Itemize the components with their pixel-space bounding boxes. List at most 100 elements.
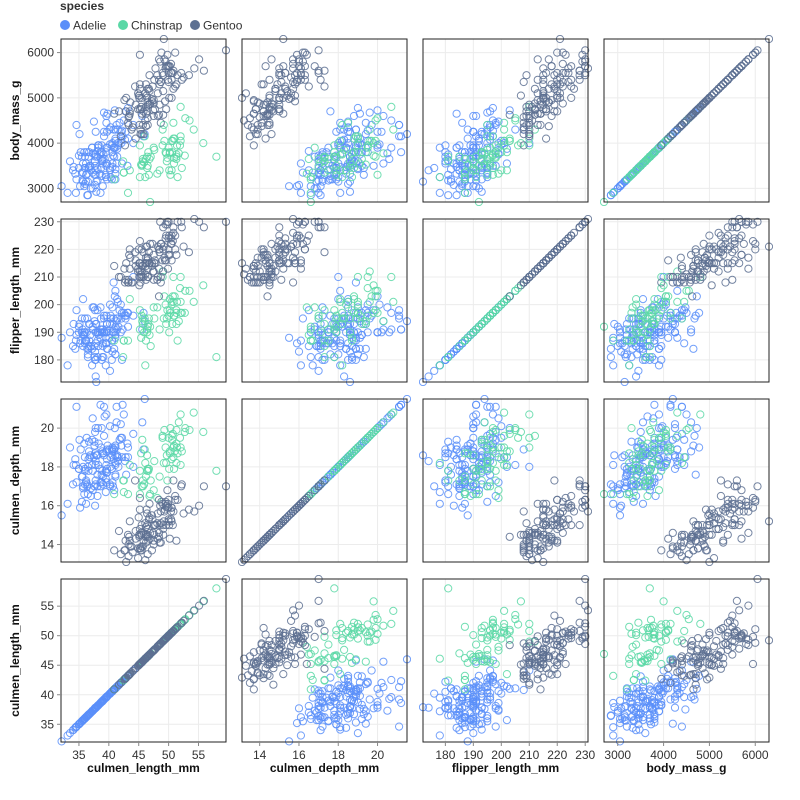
data-point xyxy=(135,505,144,514)
data-point xyxy=(441,355,450,364)
data-point xyxy=(575,476,584,485)
data-point xyxy=(88,414,97,423)
data-point xyxy=(345,127,355,136)
data-point xyxy=(304,231,313,240)
data-point xyxy=(159,110,168,119)
data-point xyxy=(547,80,556,89)
data-point xyxy=(525,111,534,121)
data-point xyxy=(189,606,198,616)
data-point xyxy=(145,650,154,659)
data-point xyxy=(123,336,133,345)
data-point xyxy=(267,267,276,276)
data-point xyxy=(85,453,94,462)
data-point xyxy=(251,278,260,287)
data-point xyxy=(153,111,162,121)
data-point xyxy=(654,344,664,353)
data-point xyxy=(643,482,652,491)
panel-frame xyxy=(422,218,589,383)
data-point xyxy=(347,630,357,639)
data-point xyxy=(125,295,134,304)
data-point xyxy=(151,64,160,73)
data-point xyxy=(516,139,526,148)
data-point xyxy=(637,160,646,169)
data-point xyxy=(670,451,680,460)
data-point xyxy=(449,180,458,190)
data-point xyxy=(371,306,380,315)
data-point xyxy=(610,451,619,460)
data-point xyxy=(458,182,467,191)
data-point xyxy=(338,636,347,645)
points xyxy=(238,215,411,386)
data-point xyxy=(172,80,181,89)
data-point xyxy=(636,308,645,317)
data-point xyxy=(275,105,284,114)
data-point xyxy=(93,491,102,501)
data-point xyxy=(730,256,739,265)
data-point xyxy=(273,523,282,532)
data-point xyxy=(332,311,341,320)
data-point xyxy=(80,714,90,723)
data-point xyxy=(373,308,382,317)
data-point xyxy=(609,482,618,491)
data-point xyxy=(555,73,565,82)
data-point xyxy=(361,719,370,728)
data-point xyxy=(643,412,652,421)
data-point xyxy=(488,132,497,141)
data-point xyxy=(737,534,746,543)
data-point xyxy=(120,546,130,555)
data-point xyxy=(632,166,641,175)
data-point xyxy=(723,75,732,84)
data-point xyxy=(314,188,323,197)
data-point xyxy=(316,714,325,723)
data-point xyxy=(395,314,404,323)
data-point xyxy=(689,546,698,555)
points xyxy=(419,35,592,206)
data-point xyxy=(314,366,323,375)
data-point xyxy=(93,701,102,711)
data-point xyxy=(91,347,100,356)
data-point xyxy=(275,634,284,643)
data-point xyxy=(150,645,159,654)
data-point xyxy=(519,540,528,549)
data-point xyxy=(375,689,384,698)
data-point xyxy=(657,306,666,315)
data-point xyxy=(269,261,278,271)
data-point xyxy=(89,453,99,462)
data-point xyxy=(615,339,625,348)
data-point xyxy=(666,314,675,323)
data-point xyxy=(324,336,333,345)
data-point xyxy=(367,666,376,675)
data-point xyxy=(516,91,526,100)
data-point xyxy=(125,460,134,470)
x-tick-label: 35 xyxy=(72,748,86,762)
data-point xyxy=(283,661,292,670)
data-point xyxy=(180,308,189,317)
data-point xyxy=(167,431,176,440)
data-point xyxy=(460,154,469,164)
data-point xyxy=(76,503,85,512)
data-point xyxy=(173,71,182,80)
points xyxy=(600,215,773,386)
data-point xyxy=(138,435,147,444)
data-point xyxy=(290,248,300,257)
data-point xyxy=(444,353,453,362)
data-point xyxy=(361,344,370,353)
data-point xyxy=(395,311,404,320)
data-point xyxy=(732,476,742,485)
data-point xyxy=(367,120,376,130)
data-point xyxy=(112,418,121,427)
data-point xyxy=(298,314,307,323)
data-point xyxy=(296,159,305,168)
data-point xyxy=(649,418,658,427)
data-point xyxy=(709,554,719,563)
y-tick-label: 16 xyxy=(41,499,55,513)
data-point xyxy=(84,162,93,171)
data-point xyxy=(102,692,112,701)
data-point xyxy=(446,350,456,359)
data-point xyxy=(687,447,696,456)
data-point xyxy=(483,120,492,130)
data-point xyxy=(103,441,112,450)
data-point xyxy=(519,118,528,127)
data-point xyxy=(569,507,579,516)
